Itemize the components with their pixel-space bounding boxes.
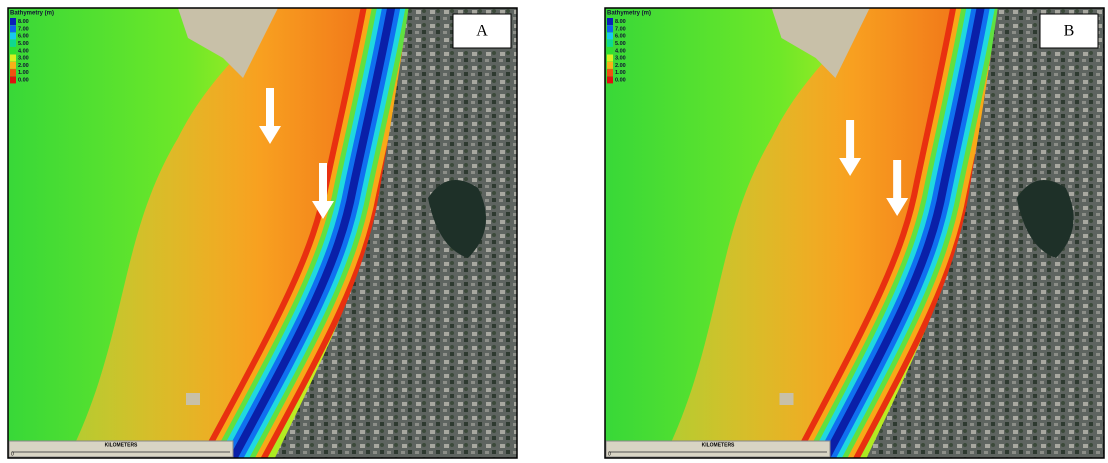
legend-swatch (607, 69, 613, 76)
pier (186, 393, 200, 405)
legend-label: 8.00 (615, 19, 626, 25)
legend-title: Bathymetry (m) (10, 11, 54, 17)
map-image: Bathymetry (m) 8.007.00 6.005.004.00 3.002.… (605, 0, 1108, 463)
legend-label: 6.00 (18, 34, 29, 40)
map-panel: Bathymetry (m) 8.007.00 6.005.004.00 3.002.… (605, 0, 1108, 463)
figure: Bathymetry (m)8.007.006.005.004.003.002.… (0, 0, 1108, 463)
legend-swatch (607, 76, 613, 83)
map-image: Bathymetry (m) 8.007.00 6.005.004.00 3.002.… (8, 0, 522, 463)
legend-swatch (10, 40, 16, 47)
legend-swatch (10, 47, 16, 54)
legend-label: 3.00 (615, 56, 626, 62)
legend-label: 2.00 (615, 63, 626, 69)
scale-zero: 0 (11, 451, 14, 457)
scale-zero: 0 (608, 451, 611, 457)
legend-swatch (607, 47, 613, 54)
legend-label: 8.00 (18, 19, 29, 25)
legend-label: 5.00 (615, 41, 626, 47)
map-panel: Bathymetry (m) 8.007.00 6.005.004.00 3.002.… (8, 0, 522, 463)
legend-label: 4.00 (18, 48, 29, 54)
legend-swatch (607, 25, 613, 32)
legend-swatch (607, 40, 613, 47)
legend-label: 1.00 (18, 70, 29, 76)
scale-title: KILOMETERS (105, 442, 138, 448)
legend-label: 7.00 (18, 26, 29, 32)
legend-label: 5.00 (18, 41, 29, 47)
legend-swatch (10, 25, 16, 32)
legend-swatch (10, 18, 16, 25)
legend-swatch (10, 62, 16, 69)
panel-label: B (1064, 23, 1075, 40)
legend-label: 1.00 (615, 70, 626, 76)
legend-label: 0.00 (18, 77, 29, 83)
legend-swatch (10, 76, 16, 83)
legend-label: 6.00 (615, 34, 626, 40)
legend-label: 2.00 (18, 63, 29, 69)
legend-label: 7.00 (615, 26, 626, 32)
legend-label: 0.00 (615, 77, 626, 83)
legend-label: 4.00 (615, 48, 626, 54)
panel-label: A (476, 23, 488, 40)
legend-swatch (607, 18, 613, 25)
legend-swatch (10, 55, 16, 62)
scale-title: KILOMETERS (702, 442, 735, 448)
legend-swatch (607, 55, 613, 62)
pier (780, 393, 794, 405)
legend-swatch (607, 33, 613, 40)
legend-label: 3.00 (18, 56, 29, 62)
legend-swatch (10, 69, 16, 76)
legend-title: Bathymetry (m) (607, 11, 651, 17)
legend-swatch (10, 33, 16, 40)
legend-swatch (607, 62, 613, 69)
